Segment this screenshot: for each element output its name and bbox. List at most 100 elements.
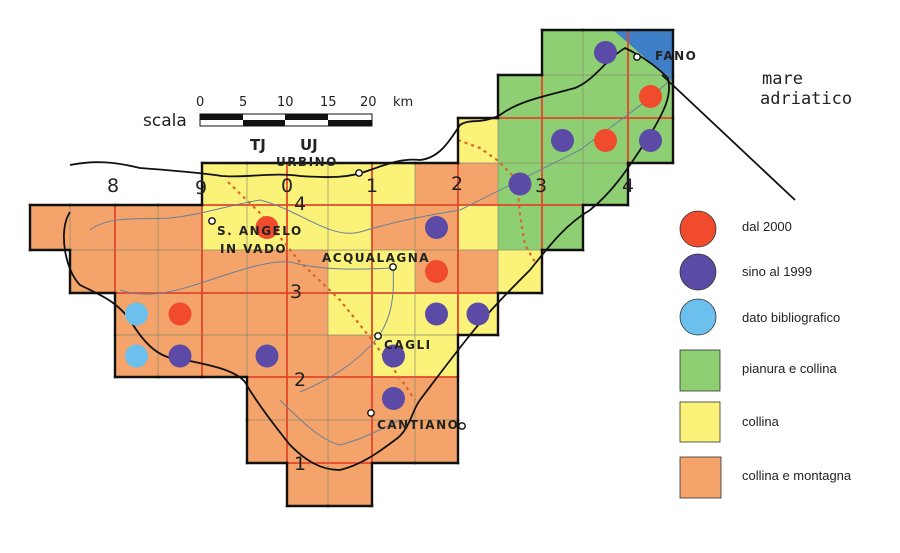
grid-cell-collina <box>372 293 415 335</box>
grid-cell-pianura-e-collina <box>542 30 583 75</box>
record-dot-sino-al-1999 <box>594 41 617 64</box>
record-dot-dal-2000 <box>425 260 448 283</box>
grid-label-top-3: 3 <box>535 175 547 197</box>
record-dot-sino-al-1999 <box>639 129 662 152</box>
grid-cell-collina-e-montagna <box>287 335 328 377</box>
record-dot-sino-al-1999 <box>425 216 448 239</box>
grid-cell-collina <box>458 205 498 250</box>
grid-cell-collina <box>247 163 287 205</box>
grid-cell-collina-e-montagna <box>115 250 158 293</box>
grid-cell-collina <box>328 250 372 293</box>
grid-cell-collina <box>328 293 372 335</box>
grid-cell-collina <box>202 205 247 250</box>
grid-cell-collina-e-montagna <box>287 293 328 335</box>
grid-cell-collina <box>415 335 458 377</box>
grid-cell-collina-e-montagna <box>247 420 287 463</box>
record-dot-sino-al-1999 <box>551 129 574 152</box>
scale-tick-5: 5 <box>239 95 247 110</box>
grid-cells <box>30 30 673 506</box>
grid-cell-collina <box>328 163 372 205</box>
scale-tick-10: 10 <box>277 95 294 110</box>
scale-unit: km <box>393 95 413 110</box>
legend-swatch-dato-bibliografico <box>679 298 717 336</box>
grid-cell-collina-e-montagna <box>458 250 498 293</box>
grid-cell-collina-e-montagna <box>328 377 372 420</box>
record-dot-sino-al-1999 <box>425 302 448 326</box>
legend-label-dal-2000: dal 2000 <box>742 219 792 234</box>
grid-cell-pianura-e-collina <box>542 163 583 205</box>
grid-cell-collina-e-montagna <box>287 463 328 506</box>
record-dot-sino-al-1999 <box>382 387 405 410</box>
legend-label-pianura-e-collina: pianura e collina <box>742 361 837 376</box>
grid-label-side-2: 2 <box>294 369 306 391</box>
town-label-in-vado: IN VADO <box>220 242 287 256</box>
grid-cell-collina-e-montagna <box>328 420 372 463</box>
legend-swatch-dal-2000 <box>679 210 717 248</box>
grid-cell-collina-e-montagna <box>415 163 458 205</box>
town-label-fano: FANO <box>655 49 697 63</box>
town-label-acqualagna: ACQUALAGNA <box>322 251 430 265</box>
town-label-s-angelo: S. ANGELO <box>217 224 303 238</box>
record-dot-sino-al-1999 <box>168 344 192 368</box>
scale-title: scala <box>143 111 187 131</box>
grid-cell-collina-e-montagna <box>415 420 458 463</box>
grid-label-side-3: 3 <box>290 281 302 303</box>
town-marker-cantiano <box>367 409 375 417</box>
grid-cell-pianura-e-collina <box>498 205 542 250</box>
grid-cell-collina-e-montagna <box>115 205 158 250</box>
record-dot-dal-2000 <box>255 216 279 239</box>
record-dot-sino-al-1999 <box>255 344 279 368</box>
grid-cell-collina-e-montagna <box>328 335 372 377</box>
grid-label-side-1: 1 <box>294 453 306 475</box>
grid-label-top-0: 0 <box>281 175 293 197</box>
record-dot-sino-al-1999 <box>382 344 405 368</box>
zone-label-tj: TJ <box>250 136 266 154</box>
legend-label-sino-al-1999: sino al 1999 <box>742 264 812 279</box>
grid-cell-collina <box>498 250 542 293</box>
grid-cell-collina <box>202 163 247 205</box>
rivers <box>89 79 671 446</box>
record-dot-dato-bibliografico <box>125 302 148 326</box>
grid-outline <box>28 28 675 508</box>
grid-cell-collina-e-montagna <box>202 293 247 335</box>
grid-cell-collina-e-montagna <box>372 205 415 250</box>
town-label-cantiano: CANTIANO <box>377 418 459 432</box>
grid-label-top-8: 8 <box>107 175 119 197</box>
record-dots <box>125 41 662 410</box>
grid-cell-collina-e-montagna <box>158 205 202 250</box>
grid-cell-collina-e-montagna <box>287 377 328 420</box>
legend: dal 2000 sino al 1999 dato bibliografico… <box>679 210 852 499</box>
scale-tick-0: 0 <box>196 95 204 110</box>
town-marker-urbino <box>355 169 363 177</box>
grid-cell-collina-e-montagna <box>458 163 498 205</box>
grid-cell-collina-e-montagna <box>202 335 247 377</box>
legend-swatch-sino-al-1999 <box>679 253 717 291</box>
town-marker-extra <box>458 422 466 430</box>
legend-label-dato-bibliografico: dato bibliografico <box>742 310 840 325</box>
record-dot-dal-2000 <box>594 129 617 152</box>
grid-label-side-4: 4 <box>294 193 306 215</box>
grid-cell-collina-e-montagna <box>247 377 287 420</box>
grid-label-top-2: 2 <box>451 173 463 195</box>
scale-tick-20: 20 <box>360 95 377 110</box>
legend-label-collina: collina <box>742 414 780 429</box>
record-dot-dal-2000 <box>639 85 662 108</box>
grid-cell-collina-e-montagna <box>202 250 247 293</box>
grid-cell-collina-e-montagna <box>70 250 115 293</box>
scale-tick-15: 15 <box>320 95 337 110</box>
town-label-urbino: URBINO <box>276 155 338 169</box>
sea-label-line1: mare <box>762 69 803 89</box>
town-marker-cagli <box>374 332 382 340</box>
record-dot-sino-al-1999 <box>508 172 532 196</box>
grid-cell-collina <box>372 163 415 205</box>
grid-cell-collina-e-montagna <box>247 250 287 293</box>
grid-cell-pianura-e-collina <box>542 205 583 250</box>
town-marker-acqualagna <box>389 263 397 271</box>
scale-bar: scala 0 5 10 15 20 km <box>143 95 413 131</box>
record-dot-dato-bibliografico <box>125 344 148 368</box>
grid-cell-collina-e-montagna <box>247 293 287 335</box>
grid-label-top-9: 9 <box>195 177 207 199</box>
grid-cell-pianura-e-collina <box>583 75 628 118</box>
legend-label-collina-e-montagna: collina e montagna <box>742 468 852 483</box>
towns <box>208 53 641 430</box>
